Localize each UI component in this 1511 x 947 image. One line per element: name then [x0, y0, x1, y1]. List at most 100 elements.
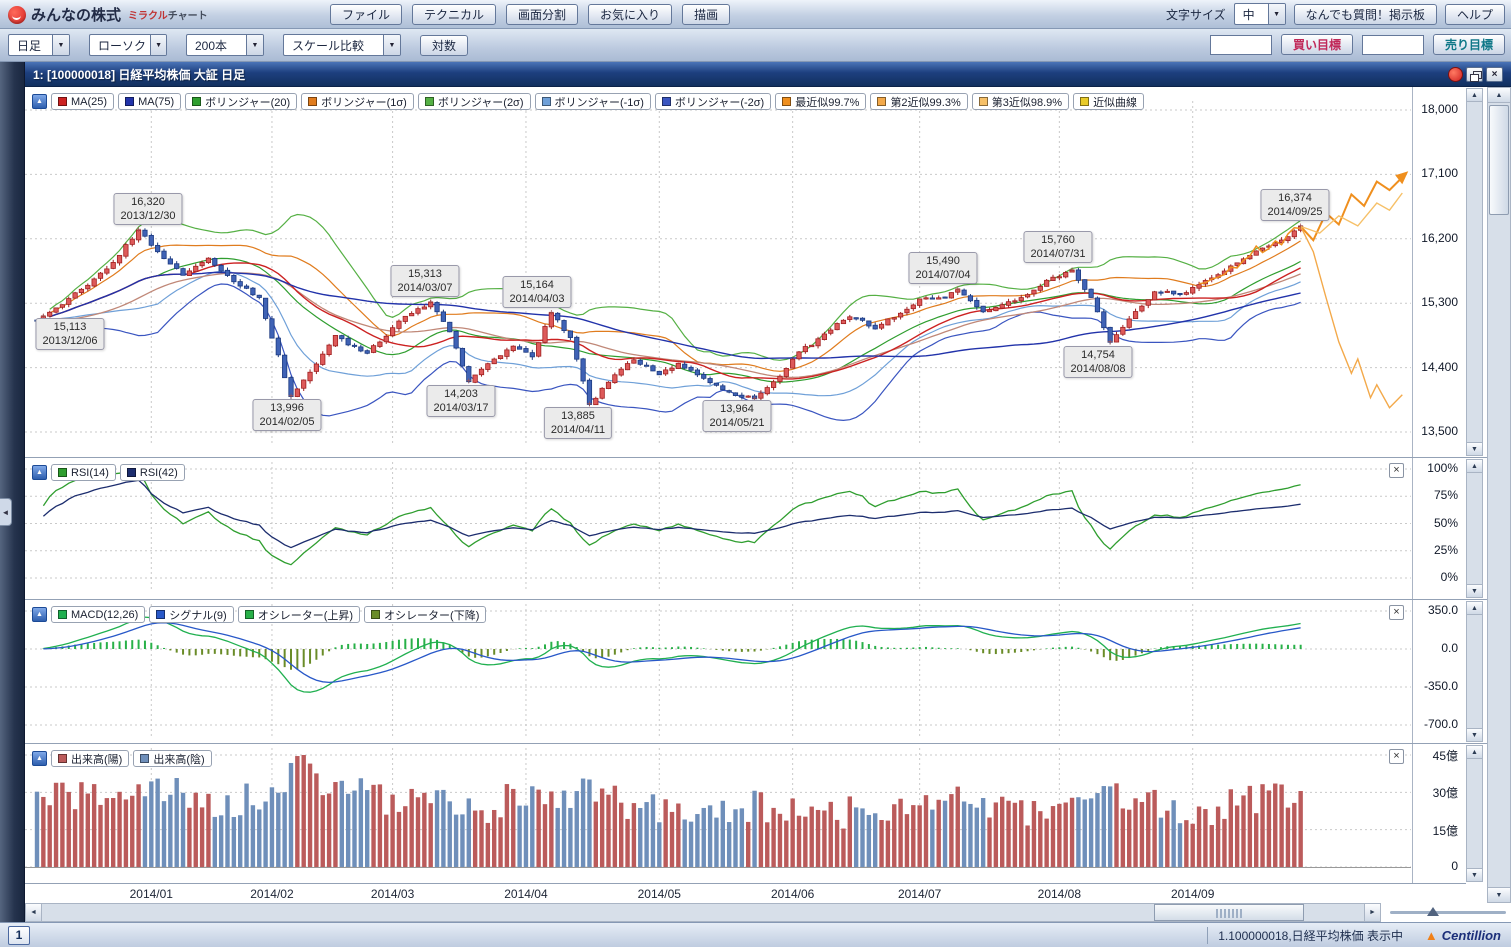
panel-toggle-button[interactable]: ▲ [32, 607, 47, 622]
y-axis-tick: 0.0 [1441, 641, 1458, 655]
indicator-badge-approx3[interactable]: 第3近似98.9% [971, 93, 1070, 110]
x-axis: 2014/01 2014/02 2014/03 2014/04 2014/05 2014/… [25, 883, 1466, 903]
slider-track[interactable] [1390, 911, 1506, 914]
menu-draw-button[interactable]: 描画 [682, 4, 731, 25]
x-axis-label: 2014/09 [1170, 887, 1215, 901]
menu-file-button[interactable]: ファイル [330, 4, 403, 25]
svg-text:+: + [752, 394, 758, 405]
scrollbar-track[interactable] [1488, 103, 1510, 887]
scroll-down-button[interactable]: ▼ [1467, 728, 1482, 741]
chevron-down-icon[interactable]: ▼ [1267, 4, 1285, 24]
bar-count-select[interactable]: 200本 ▼ [186, 34, 264, 56]
horizontal-scrollbar[interactable]: ◄ ► [25, 903, 1381, 922]
scroll-up-button[interactable]: ▲ [1467, 460, 1482, 473]
chart-window-titlebar[interactable]: 1: [100000018] 日経平均株価 大証 日足 × [25, 62, 1511, 87]
indicator-label: ボリンジャー(20) [205, 96, 291, 109]
window-vertical-scrollbar[interactable]: ▲ ▼ [1487, 87, 1511, 903]
rsi-indicator-legend: ▲ RSI(14) RSI(42) [32, 464, 185, 481]
close-panel-button[interactable]: × [1389, 749, 1404, 764]
indicator-badge-oscillator-down[interactable]: オシレーター(下降) [364, 606, 487, 623]
scroll-down-button[interactable]: ▼ [1488, 887, 1510, 902]
chart-window-title: 1: [100000018] 日経平均株価 大証 日足 [33, 67, 246, 82]
chevron-down-icon[interactable]: ▼ [150, 35, 166, 55]
series-color-swatch [140, 754, 150, 763]
scroll-down-button[interactable]: ▼ [1467, 584, 1482, 597]
close-window-button[interactable]: × [1486, 66, 1503, 82]
y-axis-tick: 18,000 [1421, 102, 1458, 116]
buy-target-button[interactable]: 買い目標 [1280, 34, 1353, 55]
svg-text:+: + [587, 399, 593, 410]
panel-toggle-button[interactable]: ▲ [32, 465, 47, 480]
chart-tab-1[interactable]: 1 [8, 925, 30, 945]
indicator-badge-signal[interactable]: シグナル(9) [149, 606, 234, 623]
price-panel-scrollbar[interactable]: ▲ ▼ [1466, 88, 1483, 456]
indicator-badge-approx-curve[interactable]: 近似曲線 [1073, 93, 1145, 110]
scale-compare-select[interactable]: スケール比較 ▼ [283, 34, 401, 56]
close-panel-button[interactable]: × [1389, 463, 1404, 478]
chevron-down-icon[interactable]: ▼ [52, 35, 69, 55]
macd-panel: ▲ MACD(12,26) シグナル(9) オシレーター(上昇) オシレーター(… [25, 599, 1487, 743]
scroll-up-button[interactable]: ▲ [1467, 746, 1482, 759]
macd-panel-scrollbar[interactable]: ▲ ▼ [1466, 601, 1483, 742]
scrollbar-thumb[interactable] [1154, 904, 1304, 921]
indicator-badge-volume-down[interactable]: 出来高(陰) [133, 750, 212, 767]
log-scale-button[interactable]: 対数 [420, 34, 469, 56]
svg-text:+: + [955, 285, 961, 296]
topbar-right-controls: 文字サイズ 中 ▼ なんでも質問！掲示板 ヘルプ [1166, 3, 1505, 25]
y-axis-tick: 25% [1433, 542, 1458, 557]
chevron-down-icon[interactable]: ▼ [246, 35, 263, 55]
rsi-panel-scrollbar[interactable]: ▲ ▼ [1466, 459, 1483, 598]
indicator-badge-bollinger-m2[interactable]: ボリンジャー(-2σ) [654, 93, 772, 110]
bar-width-slider[interactable] [1385, 903, 1511, 922]
indicator-badge-macd[interactable]: MACD(12,26) [51, 606, 146, 623]
scroll-left-button[interactable]: ◄ [26, 904, 42, 921]
timeframe-select[interactable]: 日足 ▼ [8, 34, 70, 56]
scroll-down-button[interactable]: ▼ [1467, 868, 1482, 881]
panel-toggle-button[interactable]: ▲ [32, 94, 47, 109]
indicator-badge-rsi14[interactable]: RSI(14) [51, 464, 116, 481]
sell-target-button[interactable]: 売り目標 [1432, 34, 1505, 55]
scrollbar-track[interactable] [42, 904, 1364, 921]
sell-target-input[interactable] [1361, 34, 1424, 55]
series-color-swatch [424, 97, 434, 106]
menu-technical-button[interactable]: テクニカル [412, 4, 497, 25]
scroll-right-button[interactable]: ► [1364, 904, 1380, 921]
indicator-badge-bollinger-m1[interactable]: ボリンジャー(-1σ) [534, 93, 651, 110]
sidebar-collapse-button[interactable]: ◄ [0, 498, 12, 526]
indicator-badge-ma25[interactable]: MA(25) [51, 93, 115, 110]
font-size-select[interactable]: 中 ▼ [1233, 3, 1286, 25]
panel-toggle-button[interactable]: ▲ [32, 751, 47, 766]
help-button[interactable]: ヘルプ [1444, 3, 1505, 25]
indicator-badge-oscillator-up[interactable]: オシレーター(上昇) [237, 606, 361, 623]
indicator-badge-approx2[interactable]: 第2近似99.3% [870, 93, 968, 110]
menu-split-screen-button[interactable]: 画面分割 [506, 4, 579, 25]
indicator-badge-ma75[interactable]: MA(75) [118, 93, 182, 110]
svg-text:+: + [466, 377, 472, 388]
indicator-badge-approx1[interactable]: 最近似99.7% [775, 93, 867, 110]
scroll-up-button[interactable]: ▲ [1467, 89, 1482, 102]
scroll-up-button[interactable]: ▲ [1488, 88, 1510, 103]
indicator-label: MA(75) [138, 95, 175, 108]
rsi-chart-canvas[interactable] [25, 458, 1412, 599]
slider-handle[interactable] [1427, 907, 1439, 916]
menu-favorites-button[interactable]: お気に入り [588, 4, 673, 25]
indicator-badge-bollinger20[interactable]: ボリンジャー(20) [185, 93, 298, 110]
macd-chart-canvas[interactable] [25, 600, 1412, 743]
chevron-down-icon[interactable]: ▼ [383, 35, 400, 55]
indicator-badge-rsi42[interactable]: RSI(42) [119, 464, 185, 481]
qa-board-button[interactable]: なんでも質問！掲示板 [1293, 3, 1437, 25]
price-chart-canvas[interactable]: + + + + + + + + + + + + [25, 87, 1412, 457]
scroll-down-button[interactable]: ▼ [1467, 442, 1482, 455]
restore-window-button[interactable] [1466, 66, 1483, 82]
indicator-badge-bollinger-p2[interactable]: ボリンジャー(2σ) [417, 93, 531, 110]
rsi-panel: ▲ RSI(14) RSI(42) × 100% 75% 50% 25% 0% ▲ ▼ [25, 457, 1487, 599]
chart-type-select[interactable]: ローソク ▼ [89, 34, 167, 56]
scroll-up-button[interactable]: ▲ [1467, 602, 1482, 615]
buy-target-input[interactable] [1209, 34, 1272, 55]
scrollbar-thumb[interactable] [1489, 105, 1509, 215]
volume-panel-scrollbar[interactable]: ▲ ▼ [1466, 745, 1483, 882]
volume-chart-canvas[interactable] [25, 744, 1412, 883]
indicator-badge-bollinger-p1[interactable]: ボリンジャー(1σ) [301, 93, 414, 110]
close-panel-button[interactable]: × [1389, 605, 1404, 620]
indicator-badge-volume-up[interactable]: 出来高(陽) [51, 750, 130, 767]
